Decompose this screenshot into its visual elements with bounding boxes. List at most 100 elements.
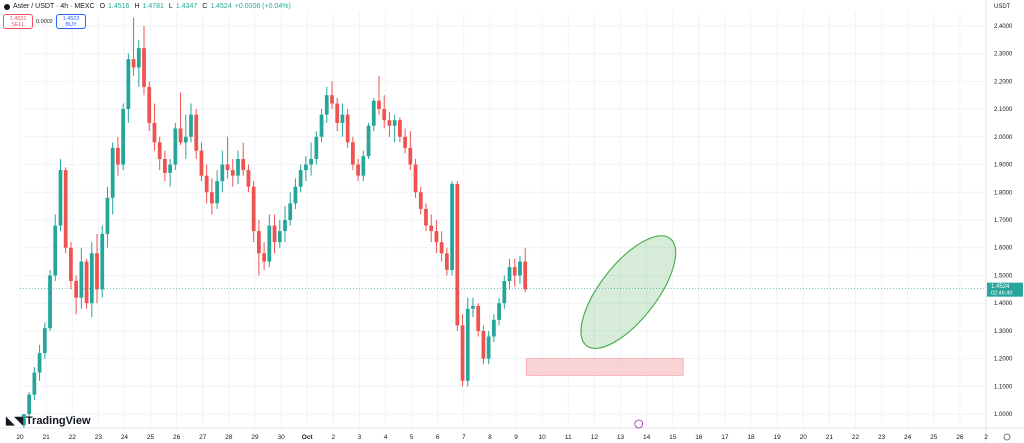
candle-body xyxy=(220,164,225,182)
candle-body xyxy=(48,275,52,329)
candle-body xyxy=(210,192,214,204)
candle-body xyxy=(147,86,152,123)
tradingview-brand: TradingView xyxy=(25,414,91,427)
x-tick-label: 8 xyxy=(488,434,492,441)
candle-body xyxy=(116,147,120,165)
candle-body xyxy=(413,164,418,193)
symbol-title[interactable]: Aster / USDT · 4h · MEXC xyxy=(13,3,95,10)
candle-body xyxy=(455,183,460,326)
candle-body xyxy=(262,253,266,262)
x-tick-label: 21 xyxy=(42,434,50,441)
candle-body xyxy=(330,95,334,104)
candle-body xyxy=(121,109,126,165)
candle-body xyxy=(53,225,58,276)
candle-body xyxy=(340,114,345,123)
candle-body xyxy=(319,114,324,137)
y-tick-label: 1.6000 xyxy=(994,246,1013,252)
legend-header: Aster / USDT · 4h · MEXC O 1.4516 H 1.4781… xyxy=(4,3,291,10)
candle-body xyxy=(163,158,167,173)
sell-label: SELL xyxy=(11,22,25,28)
x-tick-label: 17 xyxy=(721,434,729,441)
candle-body xyxy=(377,100,381,110)
x-tick-label: 14 xyxy=(643,434,651,441)
spread-value: 0.0002 xyxy=(36,19,53,25)
candle-body xyxy=(131,59,136,68)
candle-body xyxy=(272,225,277,243)
x-tick-label: 6 xyxy=(436,434,440,441)
tradingview-logo: ◣◥ TradingView xyxy=(6,414,91,428)
candle-body xyxy=(84,261,89,304)
candle-body xyxy=(387,120,392,126)
high-value: 1.4781 xyxy=(142,3,164,10)
x-tick-label: 24 xyxy=(904,434,912,441)
x-tick-label: 9 xyxy=(514,434,518,441)
candle-body xyxy=(204,175,209,193)
candle-body xyxy=(507,267,512,282)
candle-body xyxy=(136,48,141,68)
high-label: H xyxy=(134,3,140,10)
candle-body xyxy=(246,170,251,187)
x-tick-label: 20 xyxy=(800,434,808,441)
y-tick-label: 1.1000 xyxy=(994,384,1013,390)
sell-button[interactable]: 1.4521 SELL xyxy=(3,14,33,29)
currency-label[interactable]: USDT xyxy=(994,4,1011,10)
candle-body xyxy=(126,59,131,110)
x-tick-label: 26 xyxy=(173,434,181,441)
x-tick-label: 26 xyxy=(956,434,964,441)
y-tick-label: 1.0000 xyxy=(994,412,1013,418)
candle-body xyxy=(392,120,397,126)
x-tick-label: 21 xyxy=(826,434,834,441)
candle-body xyxy=(356,164,360,176)
highlight-ellipse xyxy=(580,235,677,350)
x-tick-label: 22 xyxy=(852,434,860,441)
y-tick-label: 2.4000 xyxy=(994,24,1013,30)
candle-body xyxy=(251,186,256,232)
x-tick-label: 5 xyxy=(410,434,414,441)
candle-body xyxy=(267,225,272,262)
x-tick-label: 28 xyxy=(225,434,233,441)
candle-body xyxy=(74,281,79,298)
x-tick-label: 29 xyxy=(251,434,259,441)
candle-body xyxy=(491,319,496,337)
candle-body xyxy=(63,170,68,248)
candle-body xyxy=(418,192,423,209)
candle-body xyxy=(361,156,366,176)
candle-body xyxy=(497,303,501,320)
open-label: O xyxy=(99,3,106,10)
candle-body xyxy=(37,353,42,373)
candle-body xyxy=(502,281,507,304)
x-tick-label: 12 xyxy=(591,434,599,441)
last-price-tag xyxy=(987,282,1023,297)
candle-body xyxy=(157,142,162,159)
candle-body xyxy=(199,150,204,176)
candle-body xyxy=(335,103,340,123)
last-price-countdown: 02:46:40 xyxy=(991,291,1012,297)
candle-body xyxy=(241,158,246,171)
candle-body xyxy=(288,203,293,220)
candle-body xyxy=(152,122,157,143)
candle-body xyxy=(189,114,193,137)
y-tick-label: 2.2000 xyxy=(994,79,1013,85)
low-value: 1.4347 xyxy=(175,3,198,10)
candle-body xyxy=(178,128,183,143)
candle-body xyxy=(476,305,481,331)
candle-body xyxy=(314,136,319,159)
candle-body xyxy=(27,394,32,415)
x-tick-label: 22 xyxy=(69,434,77,441)
candle-body xyxy=(32,372,37,395)
candle-body xyxy=(194,114,199,151)
candle-body xyxy=(350,142,355,165)
candle-body xyxy=(434,231,439,243)
candle-body xyxy=(142,48,146,87)
candle-body xyxy=(481,330,486,359)
x-tick-label: Oct xyxy=(302,434,314,441)
x-tick-label: 23 xyxy=(95,434,103,441)
candle-body xyxy=(424,208,428,226)
buy-button[interactable]: 1.4523 BUY xyxy=(56,14,86,29)
y-tick-label: 1.5000 xyxy=(994,273,1013,279)
candle-body xyxy=(277,231,282,243)
x-tick-label: 25 xyxy=(147,434,155,441)
y-tick-label: 1.3000 xyxy=(994,329,1013,335)
y-tick-label: 1.2000 xyxy=(994,357,1013,363)
